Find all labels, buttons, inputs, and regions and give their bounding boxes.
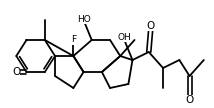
Text: O: O xyxy=(185,95,194,105)
Text: OH: OH xyxy=(117,33,131,41)
Text: O: O xyxy=(147,21,155,31)
Text: O: O xyxy=(12,67,20,77)
Text: HO: HO xyxy=(77,16,91,25)
Text: F: F xyxy=(71,36,76,44)
